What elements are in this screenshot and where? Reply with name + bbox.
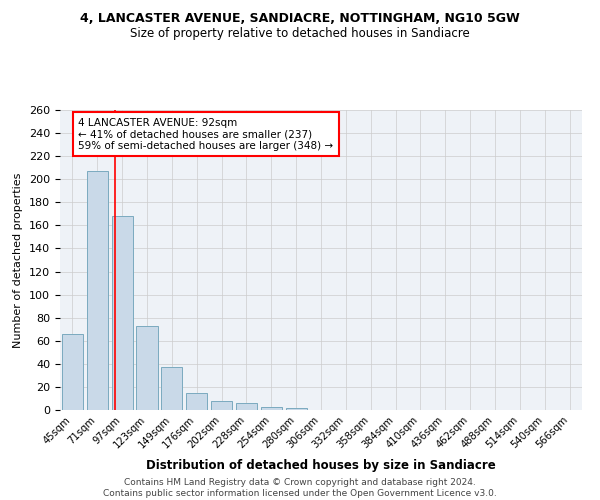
Bar — [161, 368, 182, 410]
Bar — [236, 403, 257, 410]
Bar — [211, 401, 232, 410]
Bar — [62, 334, 83, 410]
Bar — [112, 216, 133, 410]
X-axis label: Distribution of detached houses by size in Sandiacre: Distribution of detached houses by size … — [146, 459, 496, 472]
Bar — [87, 171, 108, 410]
Bar — [186, 392, 207, 410]
Bar — [286, 408, 307, 410]
Text: 4, LANCASTER AVENUE, SANDIACRE, NOTTINGHAM, NG10 5GW: 4, LANCASTER AVENUE, SANDIACRE, NOTTINGH… — [80, 12, 520, 26]
Y-axis label: Number of detached properties: Number of detached properties — [13, 172, 23, 348]
Bar — [136, 326, 158, 410]
Bar — [261, 406, 282, 410]
Text: 4 LANCASTER AVENUE: 92sqm
← 41% of detached houses are smaller (237)
59% of semi: 4 LANCASTER AVENUE: 92sqm ← 41% of detac… — [78, 118, 334, 150]
Text: Size of property relative to detached houses in Sandiacre: Size of property relative to detached ho… — [130, 28, 470, 40]
Text: Contains HM Land Registry data © Crown copyright and database right 2024.
Contai: Contains HM Land Registry data © Crown c… — [103, 478, 497, 498]
